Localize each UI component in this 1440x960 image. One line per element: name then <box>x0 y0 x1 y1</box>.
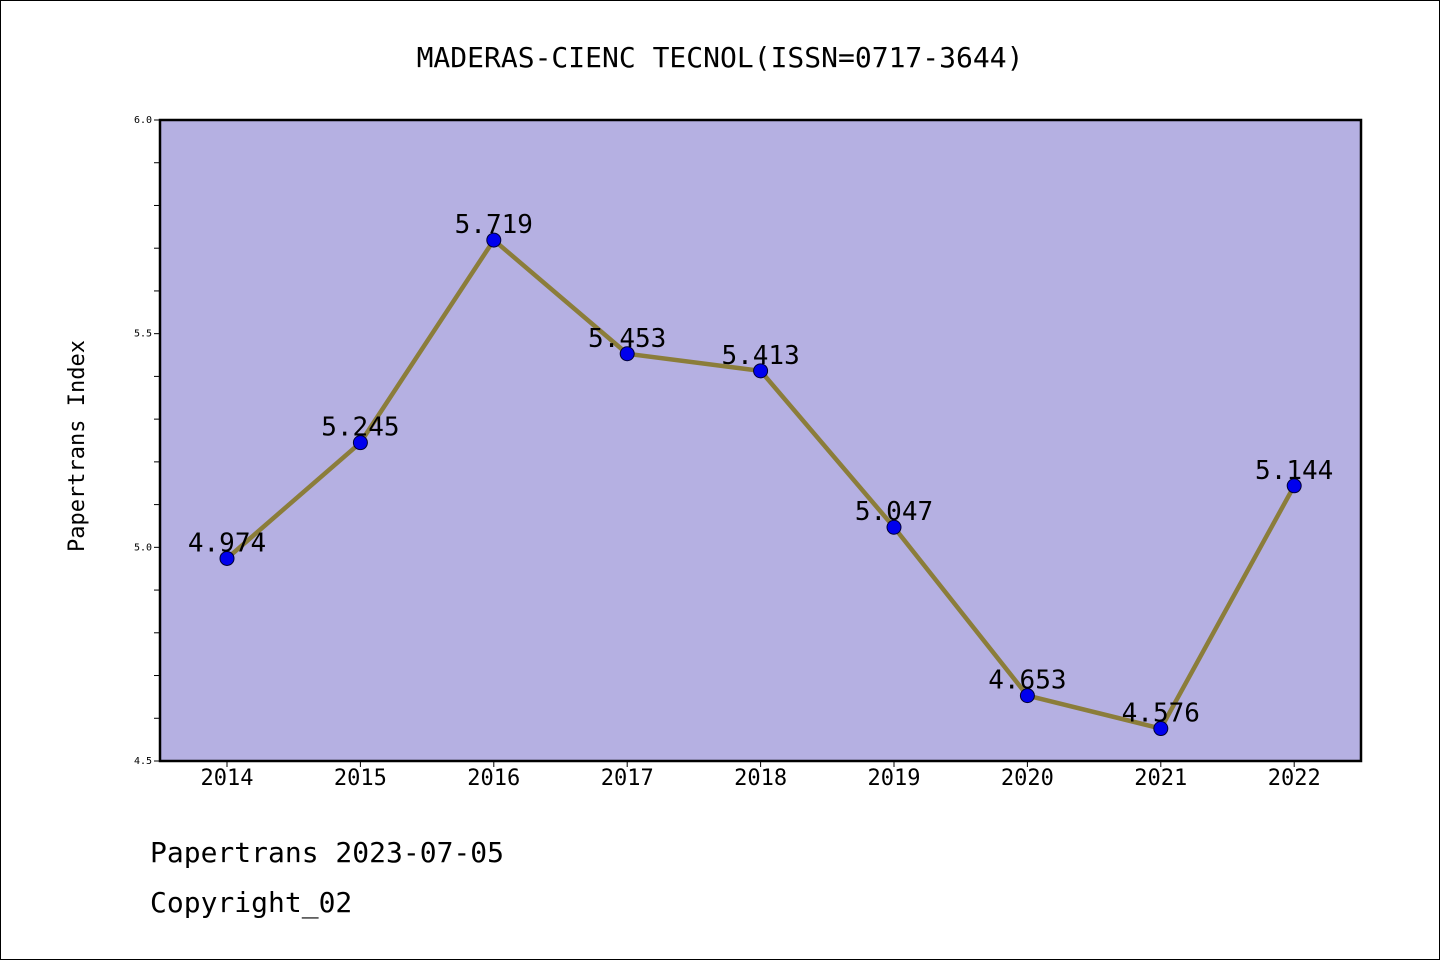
data-point <box>486 232 502 248</box>
data-label: 5.453 <box>588 324 666 354</box>
y-tick-label: 5.0 <box>134 542 152 553</box>
footer-date: Papertrans 2023-07-05 <box>150 836 505 869</box>
data-label: 4.974 <box>188 528 266 558</box>
data-label: 4.653 <box>988 666 1066 696</box>
y-tick-label: 6.0 <box>134 115 152 126</box>
data-label: 5.144 <box>1255 456 1333 486</box>
data-label: 5.719 <box>455 210 533 240</box>
x-tick-label: 2018 <box>734 766 787 791</box>
data-label: 5.047 <box>855 497 933 527</box>
x-tick-label: 2014 <box>201 766 254 791</box>
data-point <box>1153 721 1169 737</box>
x-tick-label: 2017 <box>601 766 654 791</box>
footer-copyright: Copyright_02 <box>150 886 353 919</box>
x-tick-label: 2015 <box>334 766 387 791</box>
data-point <box>753 363 769 379</box>
x-tick-label: 2021 <box>1134 766 1187 791</box>
data-point <box>352 435 368 451</box>
x-tick-label: 2016 <box>467 766 520 791</box>
data-point <box>219 550 235 566</box>
x-tick-label: 2019 <box>868 766 921 791</box>
y-tick-label: 4.5 <box>134 756 152 767</box>
x-tick-label: 2022 <box>1268 766 1321 791</box>
data-label: 5.413 <box>721 341 799 371</box>
x-tick-label: 2020 <box>1001 766 1054 791</box>
data-point <box>1019 688 1035 704</box>
data-point <box>619 346 635 362</box>
y-tick-label: 5.5 <box>134 329 152 340</box>
data-label: 4.576 <box>1122 699 1200 729</box>
y-axis-label: Papertrans Index <box>65 340 90 552</box>
data-point <box>886 519 902 535</box>
chart-title: MADERAS-CIENC TECNOL(ISSN=0717-3644) <box>417 41 1024 74</box>
data-label: 5.245 <box>321 413 399 443</box>
data-point <box>1286 478 1302 494</box>
